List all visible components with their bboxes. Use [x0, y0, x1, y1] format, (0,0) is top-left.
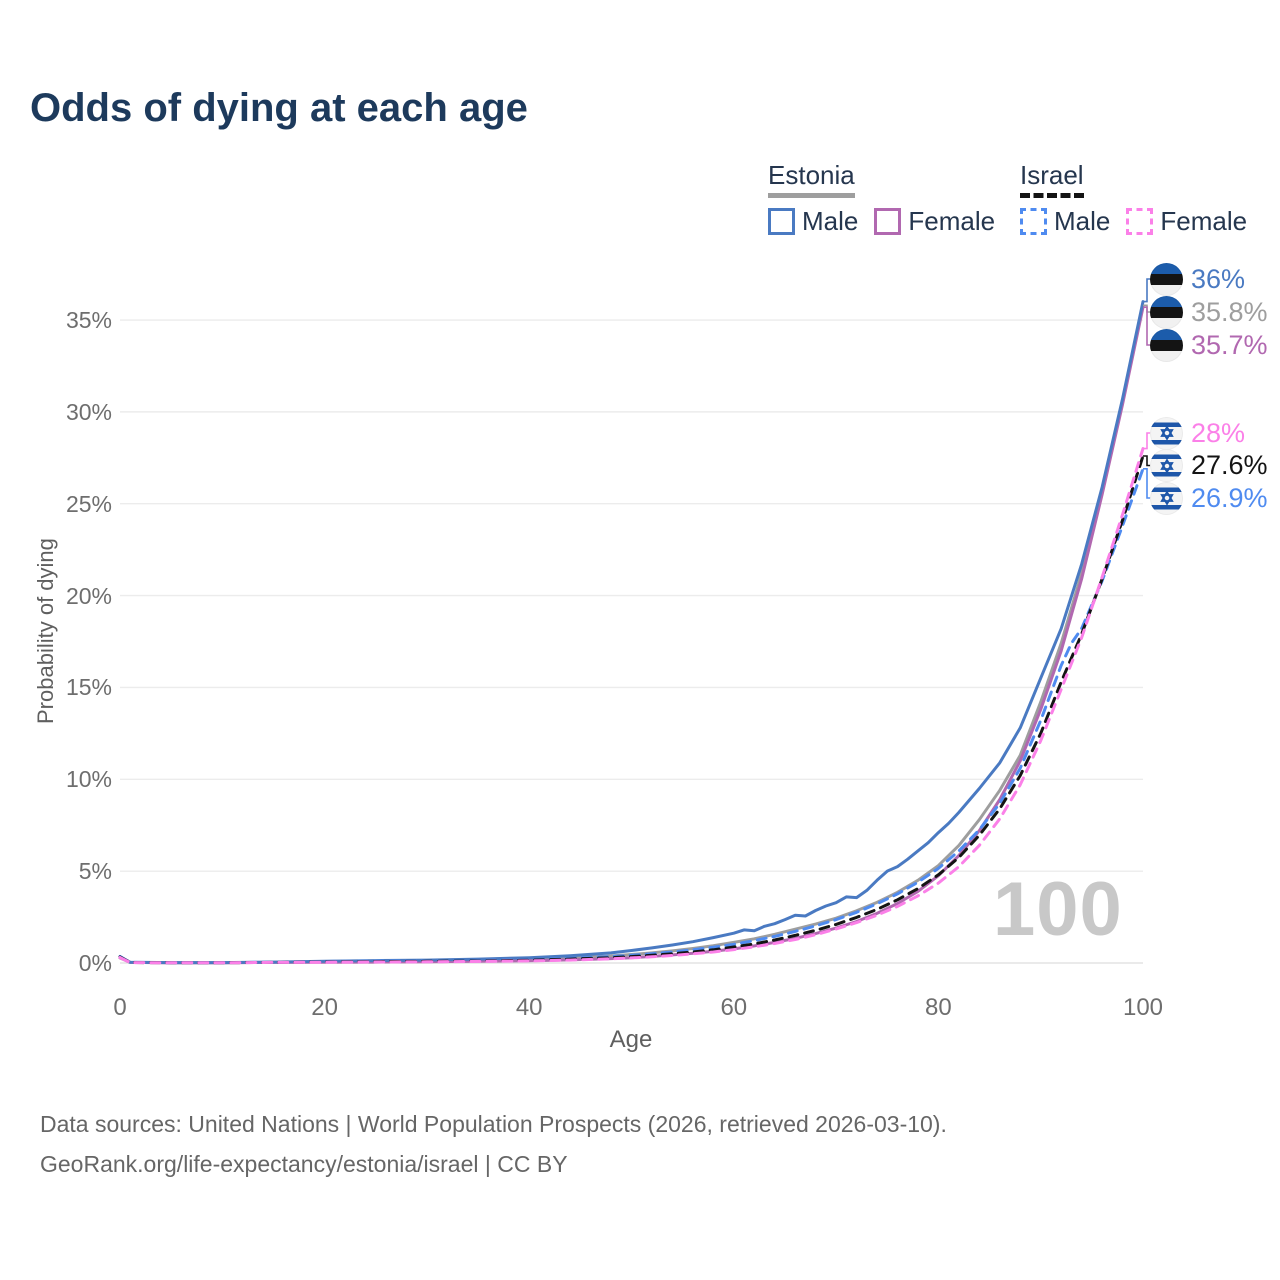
legend-item-israel-female[interactable]: Female	[1126, 206, 1247, 237]
estonia-flag-icon	[1150, 262, 1183, 296]
end-label-israel-0: 28%	[1150, 416, 1245, 450]
x-tick-label: 0	[113, 994, 127, 1021]
y-tick-label: 0%	[78, 950, 112, 976]
y-tick-label: 25%	[65, 490, 112, 517]
israel-flag-icon	[1150, 481, 1183, 515]
x-tick-label: 100	[1122, 994, 1164, 1021]
source-attribution: Data sources: United Nations | World Pop…	[40, 1104, 947, 1184]
legend-item-label: Male	[1054, 206, 1111, 236]
end-label-value: 26.9%	[1191, 482, 1268, 513]
y-axis-title: Probability of dying	[33, 538, 58, 724]
legend-country-estonia[interactable]: Estonia	[768, 160, 855, 198]
legend-group-estonia: Estonia Male Female	[768, 160, 995, 237]
x-tick-label: 60	[720, 994, 748, 1021]
estonia-flag-icon	[1150, 295, 1183, 329]
end-label-connector	[1143, 278, 1152, 303]
legend-item-estonia-male[interactable]: Male	[768, 206, 858, 237]
end-label-estonia-0: 36%	[1150, 262, 1245, 296]
legend-group-israel: Israel Male Female	[1020, 160, 1247, 237]
end-label-value: 35.7%	[1191, 329, 1268, 360]
license-line: GeoRank.org/life-expectancy/estonia/isra…	[40, 1151, 568, 1177]
israel-male-swatch-icon	[1020, 208, 1047, 235]
legend-country-israel[interactable]: Israel	[1020, 160, 1084, 198]
data-source-line: Data sources: United Nations | World Pop…	[40, 1111, 947, 1137]
israel-female-swatch-icon	[1126, 208, 1154, 235]
legend-item-israel-male[interactable]: Male	[1020, 206, 1110, 237]
legend-item-label: Male	[802, 206, 859, 236]
series-line-estonia-male	[118, 300, 1145, 965]
end-label-israel-2: 26.9%	[1150, 481, 1268, 515]
y-tick-label: 35%	[65, 307, 112, 333]
end-label-value: 27.6%	[1191, 450, 1268, 480]
x-tick-label: 40	[515, 994, 543, 1021]
series-line-israel-female	[118, 447, 1145, 965]
end-label-connector	[1143, 306, 1152, 346]
chart-title: Odds of dying at each age	[30, 86, 528, 130]
age-watermark: 100	[993, 867, 1123, 952]
end-label-value: 36%	[1191, 263, 1246, 294]
y-tick-label: 15%	[65, 674, 112, 701]
series-line-estonia-female	[118, 305, 1145, 965]
y-tick-label: 20%	[65, 582, 112, 609]
end-label-israel-1: 27.6%	[1150, 449, 1268, 483]
israel-flag-icon	[1150, 416, 1183, 450]
x-tick-label: 80	[925, 994, 952, 1021]
x-axis-title: Age	[609, 1026, 653, 1053]
series-line-israel-male	[118, 467, 1145, 965]
series-line-israel-total	[118, 454, 1145, 965]
israel-flag-icon	[1150, 449, 1183, 482]
end-label-value: 35.8%	[1191, 296, 1268, 327]
y-tick-label: 5%	[78, 858, 112, 885]
estonia-female-swatch-icon	[874, 208, 902, 235]
legend-item-label: Female	[1160, 206, 1248, 236]
y-tick-label: 10%	[65, 766, 112, 793]
end-label-value: 28%	[1191, 417, 1246, 448]
legend-item-estonia-female[interactable]: Female	[874, 206, 995, 237]
y-tick-label: 30%	[65, 398, 112, 425]
estonia-male-swatch-icon	[768, 208, 795, 235]
legend-item-label: Female	[908, 206, 996, 236]
estonia-flag-icon	[1150, 328, 1183, 362]
x-tick-label: 20	[311, 994, 338, 1021]
end-label-connector	[1143, 455, 1152, 467]
legend-row-israel: Male Female	[1020, 206, 1247, 237]
end-label-connector	[1143, 468, 1152, 499]
end-label-estonia-1: 35.8%	[1150, 295, 1268, 329]
end-label-estonia-2: 35.7%	[1150, 328, 1268, 362]
legend-row-estonia: Male Female	[768, 206, 995, 237]
series-line-estonia-total	[118, 303, 1145, 965]
end-label-connector	[1143, 432, 1152, 450]
